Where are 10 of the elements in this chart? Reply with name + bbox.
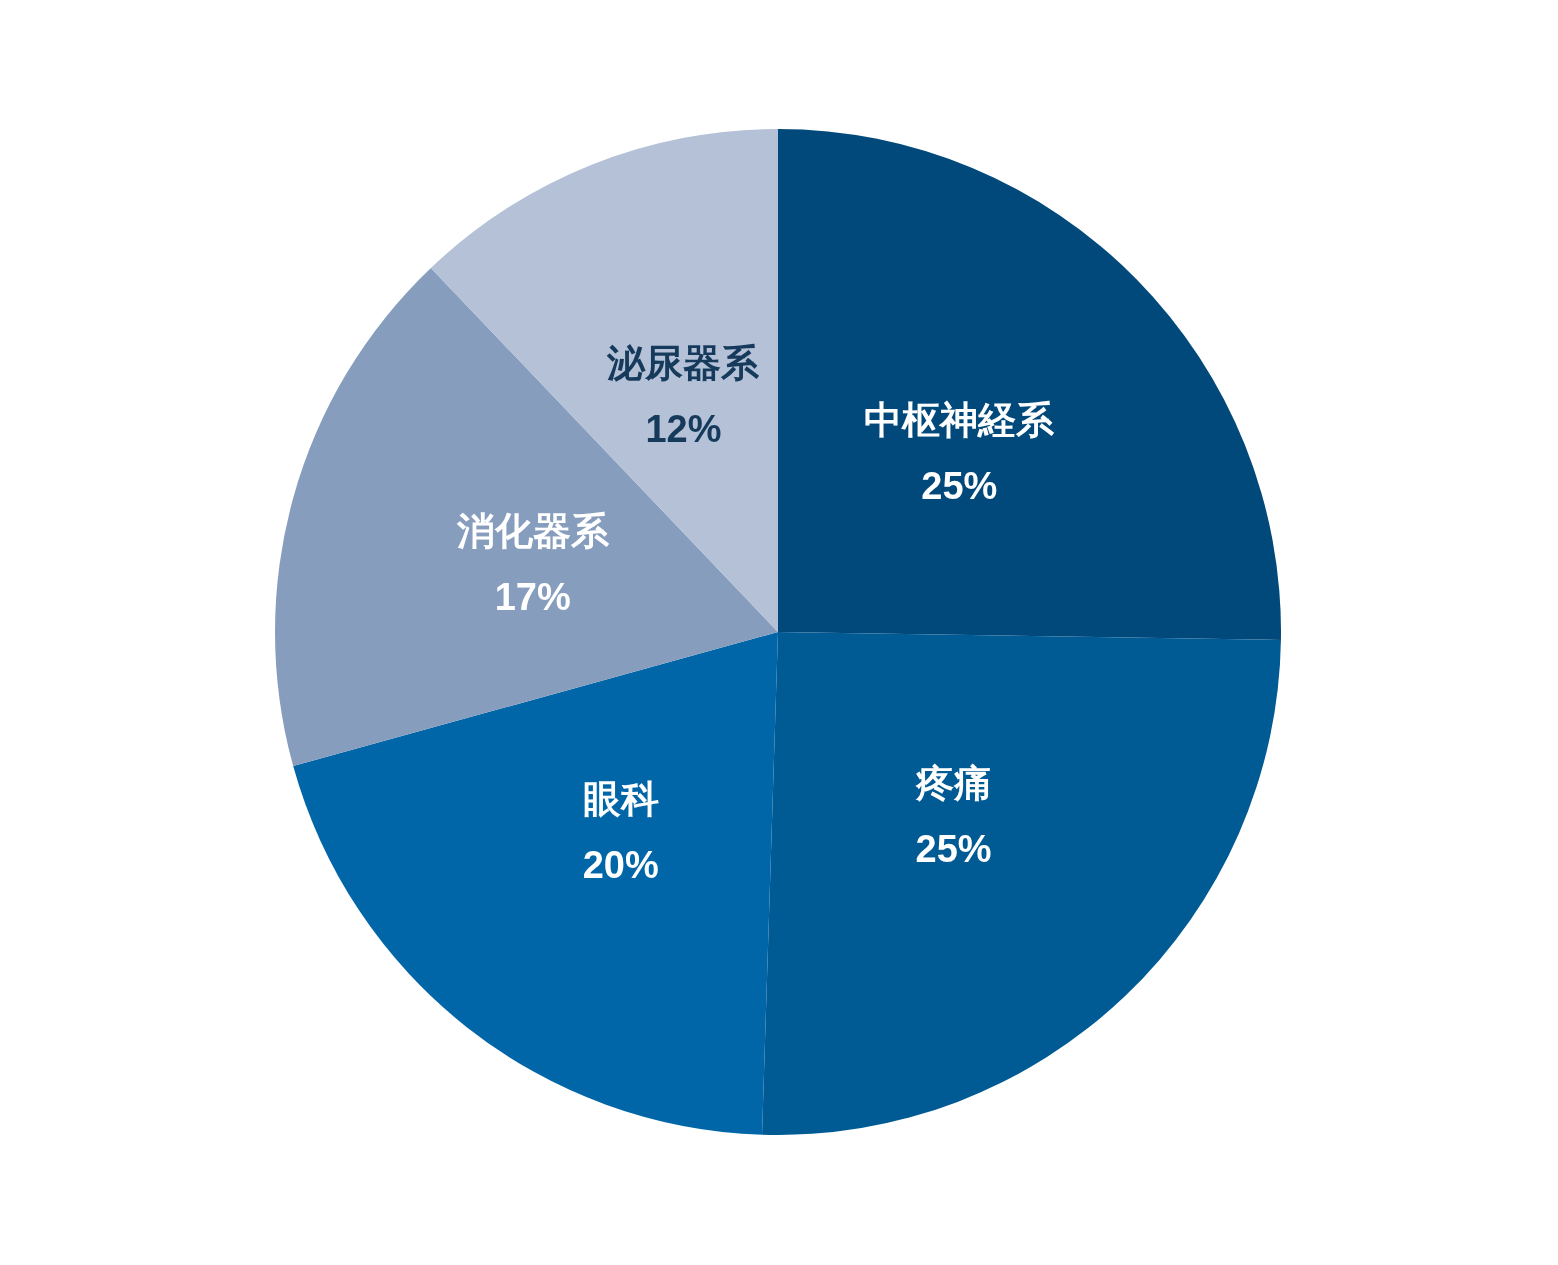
slice-label: 疼痛 bbox=[914, 762, 992, 805]
data-label: 25% bbox=[915, 828, 992, 871]
data-label: 25% bbox=[921, 465, 998, 508]
slice-label: 泌尿器系 bbox=[606, 341, 761, 384]
slice-label: 消化器系 bbox=[455, 510, 610, 553]
data-label: 20% bbox=[582, 844, 659, 887]
slice-label: 眼科 bbox=[582, 778, 659, 821]
slice-label: 中枢神経系 bbox=[864, 399, 1056, 442]
data-label: 17% bbox=[494, 576, 571, 619]
data-label: 12% bbox=[645, 407, 722, 450]
